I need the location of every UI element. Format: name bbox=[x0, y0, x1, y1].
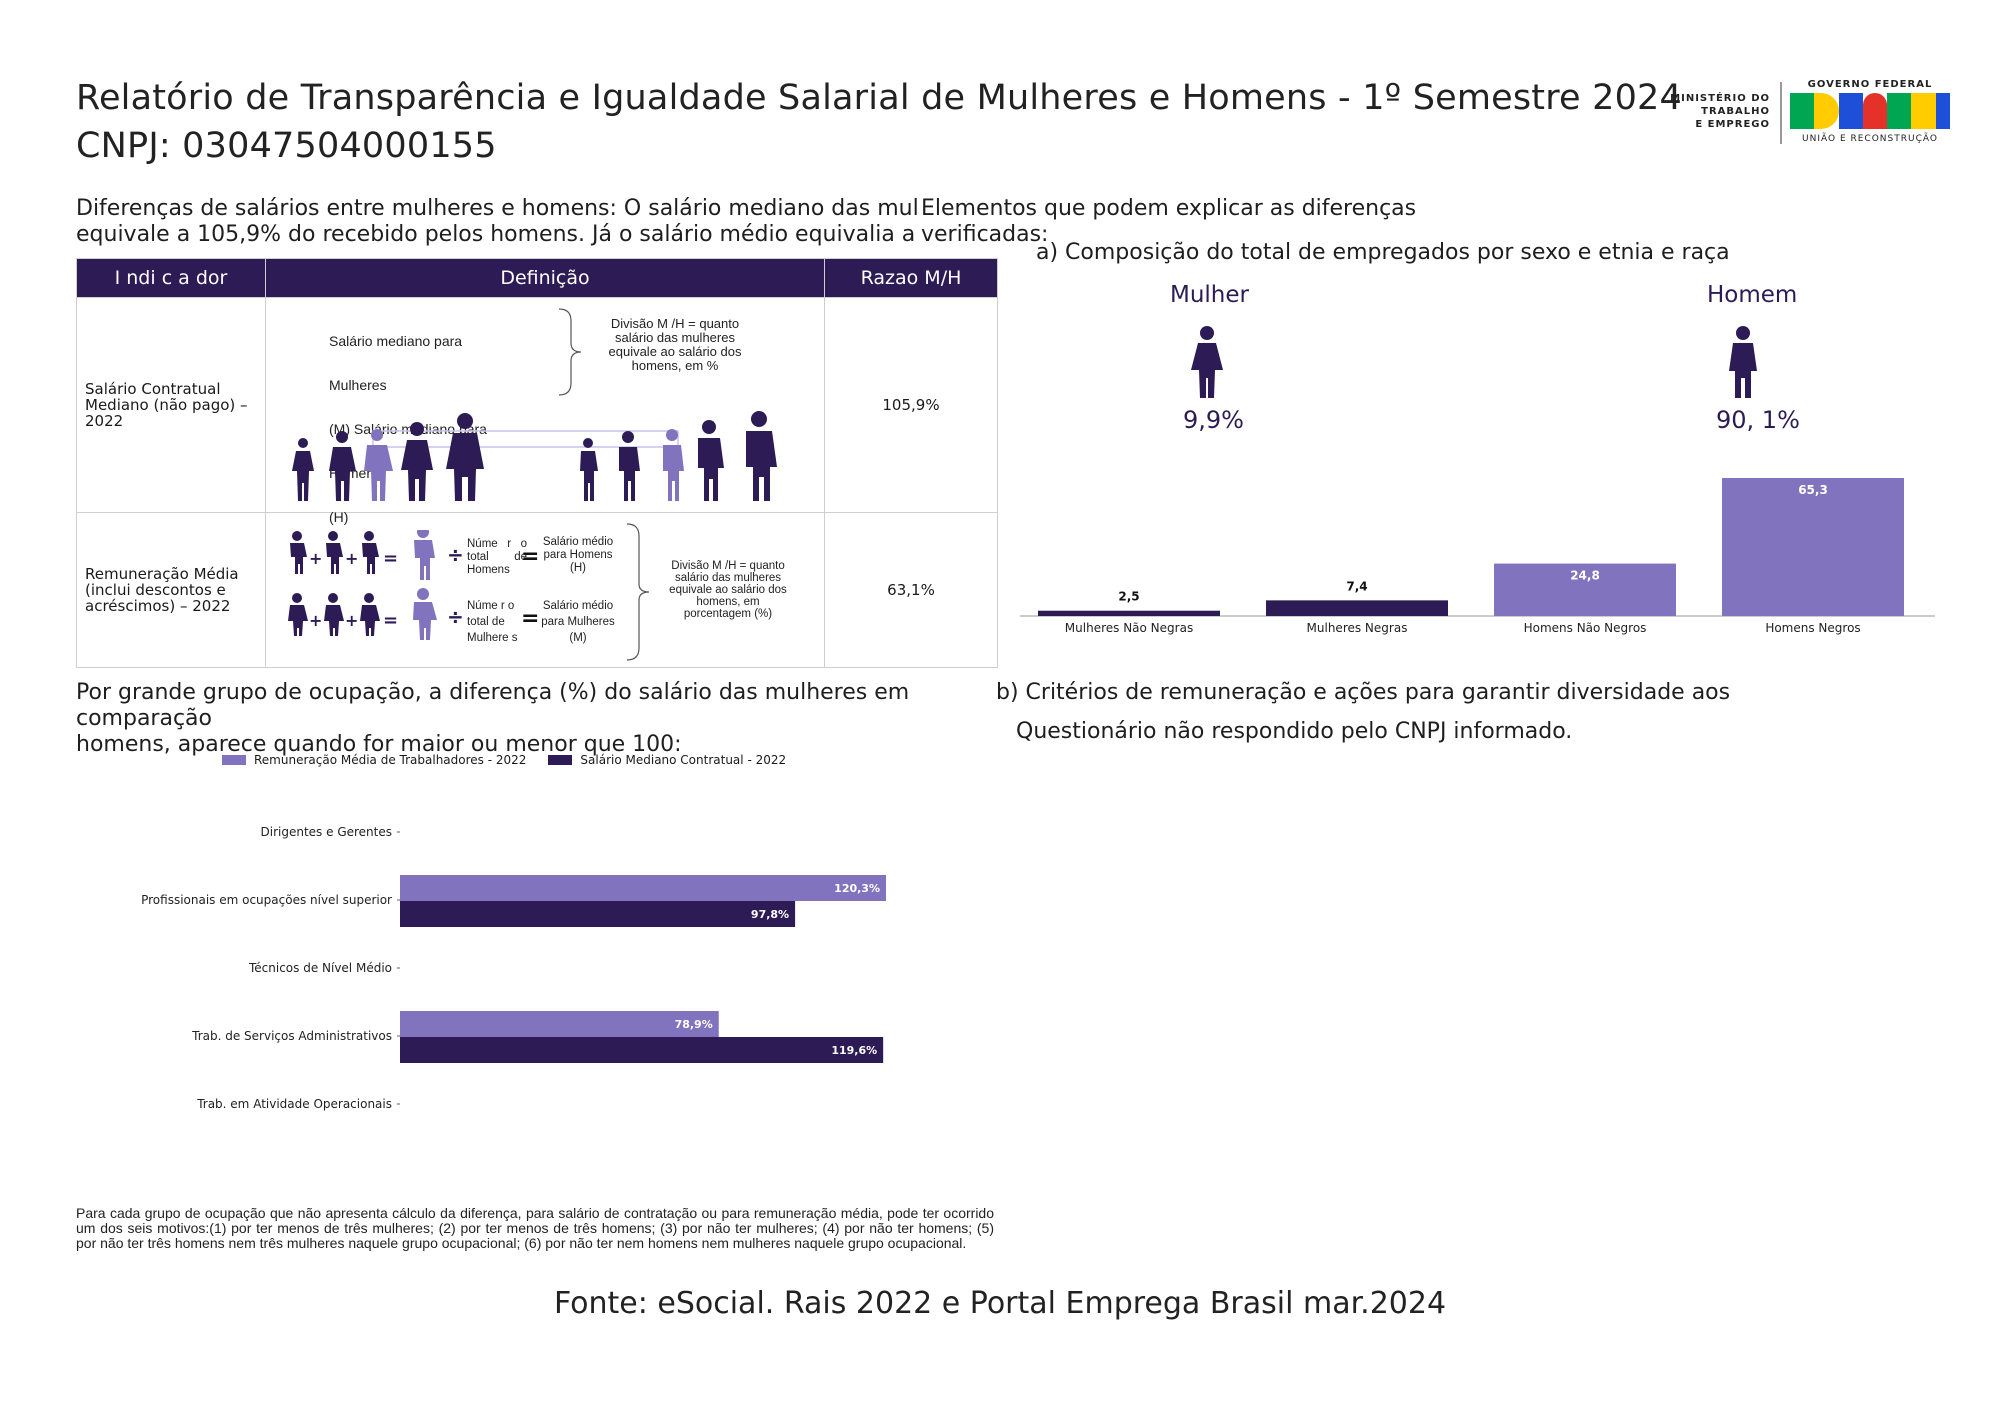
occupation-title: Por grande grupo de ocupação, a diferenç… bbox=[76, 680, 910, 757]
title-line-1: Relatório de Transparência e Igualdade S… bbox=[76, 78, 1682, 118]
bar bbox=[1038, 610, 1220, 616]
y-tick-label: Trab. de Serviços Administrativos bbox=[191, 1029, 392, 1043]
data-label: 78,9% bbox=[675, 1018, 713, 1031]
woman-percent: 9,9% bbox=[1183, 406, 1244, 434]
svg-text:=: = bbox=[383, 610, 398, 631]
y-tick-label: Profissionais em ocupações nível superio… bbox=[141, 893, 392, 907]
legend-label: Remuneração Média de Trabalhadores - 202… bbox=[254, 753, 527, 767]
diff-summary: Diferenças de salários entre mulheres e … bbox=[76, 196, 993, 247]
table-row: Remuneração Média (inclui descontos e ac… bbox=[76, 512, 998, 668]
source-text: Fonte: eSocial. Rais 2022 e Portal Empre… bbox=[553, 1286, 1447, 1321]
man-icon bbox=[1729, 326, 1757, 398]
bar bbox=[1722, 478, 1904, 616]
woman-label: Mulher bbox=[1170, 282, 1249, 308]
legend-label: Salário Mediano Contratual - 2022 bbox=[580, 753, 787, 767]
ratio-value: 63,1% bbox=[824, 512, 998, 668]
x-tick-label: Mulheres Negras bbox=[1307, 621, 1408, 635]
bar bbox=[400, 1011, 719, 1037]
x-tick-label: Homens Negros bbox=[1765, 621, 1860, 635]
bar bbox=[400, 875, 886, 901]
header-ratio: Razao M/H bbox=[824, 258, 998, 298]
data-label: 7,4 bbox=[1346, 579, 1367, 593]
brasil-wordmark bbox=[1790, 93, 1951, 129]
def-right-text: Divisão M /H = quanto salário das mulher… bbox=[608, 316, 742, 373]
definition-cell: Salário mediano para Mulheres (M) Salári… bbox=[265, 297, 825, 525]
y-tick-label: Dirigentes e Gerentes bbox=[261, 825, 392, 839]
data-label: 24,8 bbox=[1570, 569, 1600, 583]
ministry-logo: MINISTÉRIO DO TRABALHO E EMPREGO bbox=[1670, 93, 1770, 130]
people-operators-illustration: + + = ÷ + + = ÷ bbox=[288, 530, 464, 640]
logo-divider bbox=[1780, 82, 1782, 144]
legend-swatch bbox=[222, 755, 246, 765]
legend-swatch bbox=[548, 755, 573, 765]
svg-text:+: + bbox=[345, 611, 358, 630]
header-definition: Definição bbox=[265, 258, 825, 298]
header-indicator: I ndi c a dor bbox=[76, 258, 266, 298]
man-label: Homem bbox=[1707, 282, 1798, 308]
count-label-women: Núme r o total de Mulhere s bbox=[467, 600, 518, 644]
explain-heading: Elementos que podem explicar as diferenç… bbox=[919, 196, 1521, 248]
chart-legend: Remuneração Média de Trabalhadores - 202… bbox=[222, 753, 786, 767]
indicator-name: Salário Contratual Mediano (não pago) – … bbox=[76, 297, 266, 513]
y-tick-label: Técnicos de Nível Médio bbox=[248, 961, 392, 975]
svg-text:+: + bbox=[345, 549, 358, 568]
avg-label-men: Salário médio para Homens (H) bbox=[542, 536, 614, 574]
y-tick-label: Trab. em Atividade Operacionais bbox=[196, 1097, 392, 1111]
occupation-footnote: Para cada grupo de ocupação que não apre… bbox=[76, 1205, 994, 1251]
bar bbox=[400, 1037, 884, 1063]
woman-icon bbox=[1191, 326, 1223, 398]
svg-text:÷: ÷ bbox=[447, 605, 464, 629]
def-left-text: Salário mediano para Mulheres (M) Salári… bbox=[329, 333, 487, 525]
criteria-text: Questionário não respondido pelo CNPJ in… bbox=[1016, 719, 1573, 744]
equals-icon: = bbox=[521, 606, 540, 631]
definition-cell: + + = ÷ + + = ÷ bbox=[265, 512, 825, 668]
indicator-name: Remuneração Média (inclui descontos e ac… bbox=[76, 512, 266, 668]
government-logo: GOVERNO FEDERAL UNIÃO E RECONSTRUÇÃO bbox=[1790, 78, 1951, 146]
page-title: Relatório de Transparência e Igualdade S… bbox=[76, 74, 1682, 170]
indicator-table: I ndi c a dor Definição Razao M/H Salári… bbox=[76, 258, 998, 668]
svg-text:÷: ÷ bbox=[447, 543, 464, 567]
data-label: 97,8% bbox=[751, 908, 789, 921]
data-label: 120,3% bbox=[834, 882, 880, 895]
bar bbox=[1494, 563, 1676, 616]
count-label-men: Núme r o total de Homens bbox=[467, 538, 527, 576]
def-right-text: Divisão M /H = quanto salário das mulher… bbox=[669, 560, 787, 620]
svg-text:+: + bbox=[309, 549, 322, 568]
criteria-title: b) Critérios de remuneração e ações para… bbox=[996, 680, 1731, 706]
man-percent: 90, 1% bbox=[1716, 406, 1800, 434]
brace-icon bbox=[558, 308, 582, 396]
svg-text:+: + bbox=[309, 611, 322, 630]
brace-icon bbox=[626, 523, 650, 661]
bar bbox=[1266, 600, 1448, 616]
x-tick-label: Mulheres Não Negras bbox=[1065, 621, 1193, 635]
occupation-bar-chart: Dirigentes e Gerentes Profissionais em oc… bbox=[141, 825, 886, 1111]
ratio-value: 105,9% bbox=[824, 297, 998, 513]
bar bbox=[400, 901, 796, 927]
equals-icon: = bbox=[521, 544, 540, 569]
data-label: 119,6% bbox=[831, 1044, 877, 1057]
data-label: 2,5 bbox=[1118, 590, 1139, 604]
x-tick-label: Homens Não Negros bbox=[1524, 621, 1647, 635]
table-row: Salário Contratual Mediano (não pago) – … bbox=[76, 297, 998, 525]
svg-text:=: = bbox=[383, 548, 398, 569]
composition-title: a) Composição do total de empregados por… bbox=[1036, 240, 1730, 265]
data-label: 65,3 bbox=[1798, 483, 1828, 497]
people-illustration bbox=[292, 411, 777, 501]
title-line-2: CNPJ: 03047504000155 bbox=[76, 126, 497, 166]
avg-label-women: Salário médio para Mulheres (M) bbox=[541, 600, 615, 644]
composition-bar-chart: 2,5 Mulheres Não Negras 7,4 Mulheres Negras… bbox=[1020, 478, 1935, 635]
